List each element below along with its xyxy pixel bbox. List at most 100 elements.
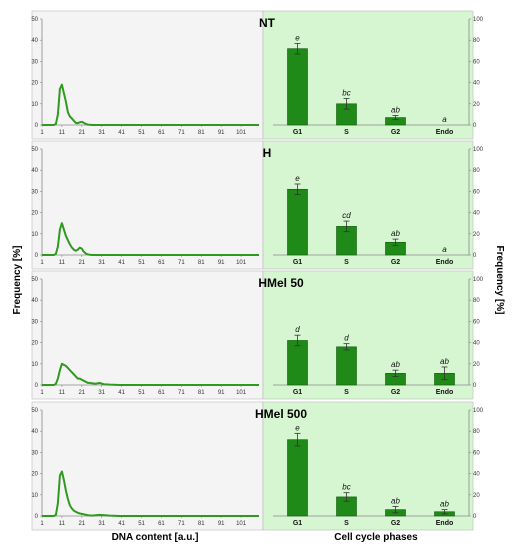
- series-line: [42, 362, 259, 386]
- y-tick-label: 50: [31, 408, 38, 414]
- bar-g1: [287, 340, 308, 386]
- y-tick-label: 0: [473, 514, 477, 520]
- y-tick-label: 0: [473, 253, 477, 259]
- y-tick-label: 40: [31, 38, 38, 44]
- series-line: [42, 470, 259, 517]
- y-tick-label: 20: [31, 211, 38, 217]
- significance-label: a: [442, 115, 447, 124]
- y-tick-label: 0: [473, 123, 477, 129]
- category-label: G2: [391, 389, 400, 396]
- category-label: G2: [391, 259, 400, 266]
- category-label: S: [344, 129, 349, 136]
- x-tick-label: 41: [118, 521, 125, 527]
- x-tick-label: 21: [78, 260, 85, 266]
- significance-label: ab: [440, 357, 449, 366]
- category-label: Endo: [436, 129, 454, 136]
- y-tick-label: 50: [31, 17, 38, 23]
- bar-g1: [287, 48, 308, 126]
- y-tick-label: 20: [31, 472, 38, 478]
- category-label: G1: [293, 259, 302, 266]
- line-plot-background: [31, 401, 264, 531]
- significance-label: d: [344, 334, 349, 343]
- x-tick-label: 71: [178, 260, 185, 266]
- x-tick-label: 31: [98, 521, 105, 527]
- panel-title: HMel 50: [258, 276, 304, 290]
- significance-label: ab: [391, 105, 400, 114]
- y-tick-label: 30: [31, 189, 38, 195]
- x-tick-label: 81: [198, 521, 205, 527]
- y-tick-label: 20: [473, 102, 480, 108]
- y-tick-label: 0: [35, 383, 39, 389]
- y-tick-label: 30: [31, 450, 38, 456]
- x-tick-label: 101: [236, 260, 247, 266]
- y-tick-label: 80: [473, 429, 480, 435]
- x-tick-label: 41: [118, 130, 125, 136]
- xlabel-right: Cell cycle phases: [334, 532, 418, 543]
- y-tick-label: 20: [31, 341, 38, 347]
- y-tick-label: 40: [473, 341, 480, 347]
- x-tick-label: 91: [218, 130, 225, 136]
- x-tick-label: 11: [59, 130, 66, 136]
- x-tick-label: 81: [198, 390, 205, 396]
- y-tick-label: 40: [31, 168, 38, 174]
- bar-g1: [287, 439, 308, 517]
- y-tick-label: 40: [473, 211, 480, 217]
- significance-label: bc: [342, 89, 350, 98]
- significance-label: ab: [391, 496, 400, 505]
- x-tick-label: 41: [118, 390, 125, 396]
- x-tick-label: 71: [178, 390, 185, 396]
- x-tick-label: 41: [118, 260, 125, 266]
- significance-label: cd: [342, 211, 351, 220]
- x-tick-label: 1: [40, 130, 44, 136]
- x-tick-label: 1: [40, 390, 44, 396]
- y-tick-label: 0: [473, 383, 477, 389]
- x-tick-label: 61: [158, 390, 165, 396]
- category-label: G1: [293, 129, 302, 136]
- y-tick-label: 80: [473, 168, 480, 174]
- x-tick-label: 31: [98, 390, 105, 396]
- ylabel-right: Frequency [%]: [494, 246, 505, 315]
- x-tick-label: 61: [158, 130, 165, 136]
- y-tick-label: 0: [35, 123, 39, 129]
- y-tick-label: 0: [35, 253, 39, 259]
- category-label: S: [344, 520, 349, 527]
- x-tick-label: 51: [138, 130, 145, 136]
- significance-label: ab: [391, 229, 400, 238]
- y-tick-label: 10: [31, 493, 38, 499]
- x-tick-label: 51: [138, 260, 145, 266]
- bar-g1: [287, 188, 308, 256]
- y-tick-label: 80: [473, 38, 480, 44]
- series-line: [42, 222, 259, 256]
- y-tick-label: 50: [31, 277, 38, 283]
- category-label: Endo: [436, 520, 454, 527]
- category-label: G2: [391, 129, 400, 136]
- x-tick-label: 11: [59, 390, 66, 396]
- panel-title: NT: [259, 16, 276, 30]
- category-label: S: [344, 389, 349, 396]
- category-label: Endo: [436, 259, 454, 266]
- y-tick-label: 100: [473, 147, 484, 153]
- category-label: Endo: [436, 389, 454, 396]
- y-tick-label: 0: [35, 514, 39, 520]
- line-plot-background: [31, 10, 264, 140]
- x-tick-label: 61: [158, 260, 165, 266]
- y-tick-label: 50: [31, 147, 38, 153]
- x-tick-label: 81: [198, 130, 205, 136]
- ylabel-left: Frequency [%]: [12, 246, 23, 315]
- significance-label: ab: [391, 360, 400, 369]
- y-tick-label: 20: [31, 81, 38, 87]
- y-tick-label: 30: [31, 319, 38, 325]
- y-tick-label: 20: [473, 493, 480, 499]
- x-tick-label: 1: [40, 260, 44, 266]
- x-tick-label: 51: [138, 390, 145, 396]
- x-tick-label: 1: [40, 521, 44, 527]
- y-tick-label: 60: [473, 450, 480, 456]
- category-label: G1: [293, 389, 302, 396]
- x-tick-label: 21: [78, 521, 85, 527]
- y-tick-label: 100: [473, 17, 484, 23]
- category-label: G1: [293, 520, 302, 527]
